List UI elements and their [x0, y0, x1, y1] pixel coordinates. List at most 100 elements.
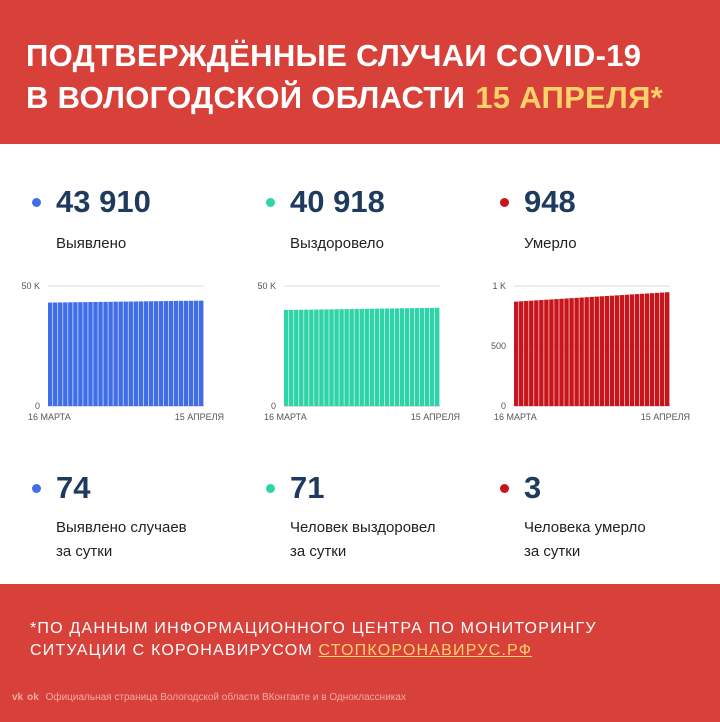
y-tick-mid: 500: [491, 341, 506, 351]
footer: *ПО ДАННЫМ ИНФОРМАЦИОННОГО ЦЕНТРА ПО МОН…: [0, 584, 720, 722]
daily-died-dot-icon: [500, 484, 509, 493]
chart-bar: [414, 308, 420, 406]
odnoklassniki-icon[interactable]: ok: [27, 692, 39, 703]
chart-bar: [409, 308, 415, 406]
y-tick-zero: 0: [35, 401, 40, 411]
y-tick-zero: 0: [271, 401, 276, 411]
source-note-line-1: *ПО ДАННЫМ ИНФОРМАЦИОННОГО ЦЕНТРА ПО МОН…: [30, 620, 597, 637]
chart-bar: [73, 302, 78, 406]
chart-bar: [188, 300, 194, 406]
source-note: *ПО ДАННЫМ ИНФОРМАЦИОННОГО ЦЕНТРА ПО МОН…: [30, 618, 597, 662]
chart-bar: [534, 300, 539, 406]
chart-bar: [654, 292, 660, 406]
daily-recovered-label: Человек выздоровел: [290, 519, 436, 536]
recovered-dot-icon: [266, 198, 275, 207]
chart-bar: [198, 300, 204, 406]
chart-bar: [178, 300, 184, 406]
chart-bar: [113, 301, 118, 406]
recovered-value: 40 918: [290, 184, 385, 219]
chart-bar: [609, 295, 615, 406]
chart-bar: [68, 302, 73, 406]
chart-bar: [284, 310, 289, 406]
chart-bar: [429, 307, 435, 406]
detected-label: Выявлено: [56, 235, 127, 252]
x-tick-start: 16 МАРТА: [264, 412, 307, 422]
stats-panel: 43 910 Выявлено 40 918 Выздоровело 948 У…: [0, 144, 720, 584]
daily-recovered-value: 71: [290, 470, 325, 505]
chart-bar: [314, 309, 319, 406]
chart-bar: [514, 301, 519, 406]
died-label: Умерло: [524, 235, 577, 252]
chart-bar: [424, 307, 430, 406]
recovered-label: Выздоровело: [290, 235, 385, 252]
chart-bar: [153, 301, 159, 406]
daily-died-value: 3: [524, 470, 542, 505]
chart-bar: [324, 309, 329, 406]
title-date: 15 АПРЕЛЯ*: [475, 80, 664, 115]
chart-bar: [639, 293, 645, 406]
chart-bar: [624, 294, 630, 406]
chart-bar: [309, 309, 314, 406]
chart-bar: [339, 309, 344, 406]
chart-bar: [354, 308, 359, 406]
chart-bar: [614, 295, 620, 406]
chart-bar: [83, 302, 88, 406]
chart-bar: [53, 302, 58, 406]
chart-bar: [374, 308, 380, 406]
chart-bar: [58, 302, 63, 406]
daily-detected-dot-icon: [32, 484, 41, 493]
source-note-line-2: СИТУАЦИИ С КОРОНАВИРУСОМ СТОПКОРОНАВИРУС…: [30, 640, 597, 662]
chart-bar: [564, 298, 569, 406]
died-value: 948: [524, 184, 576, 219]
chart-bar: [524, 300, 529, 406]
chart-bar: [404, 308, 410, 406]
chart-bar: [148, 301, 154, 406]
chart-bar: [88, 302, 93, 406]
chart-bar: [304, 309, 309, 406]
chart-bar: [369, 308, 374, 406]
chart-bar: [379, 308, 385, 406]
detected-dot-icon: [32, 198, 41, 207]
chart-bar: [138, 301, 144, 406]
chart-bar: [384, 308, 390, 406]
chart-bar: [349, 309, 354, 406]
x-tick-start: 16 МАРТА: [28, 412, 71, 422]
title-line-1: ПОДТВЕРЖДЁННЫЕ СЛУЧАИ COVID-19: [26, 38, 642, 73]
x-tick-end: 15 АПРЕЛЯ: [411, 412, 460, 422]
chart-bar: [589, 296, 594, 406]
chart-bar: [294, 309, 299, 406]
chart-bar: [634, 294, 640, 406]
daily-recovered-dot-icon: [266, 484, 275, 493]
chart-bar: [574, 297, 579, 406]
chart-bar: [344, 309, 349, 406]
chart-bar: [419, 308, 425, 406]
chart-bar: [364, 308, 369, 406]
chart-bar: [559, 298, 564, 406]
y-tick-zero: 0: [501, 401, 506, 411]
chart-bar: [519, 301, 524, 406]
chart-bar: [579, 297, 584, 406]
chart-bar: [569, 298, 574, 406]
chart-bar: [649, 293, 655, 406]
vk-icon[interactable]: vk: [12, 692, 24, 703]
chart-bar: [78, 302, 83, 406]
detected-chart: 50 K 016 МАРТА 15 АПРЕЛЯ: [21, 281, 224, 422]
chart-bar: [158, 301, 164, 406]
x-tick-start: 16 МАРТА: [494, 412, 537, 422]
chart-bar: [193, 300, 199, 406]
x-tick-end: 15 АПРЕЛЯ: [175, 412, 224, 422]
daily-detected-label: Выявлено случаев: [56, 519, 187, 536]
died-dot-icon: [500, 198, 509, 207]
chart-bar: [659, 292, 665, 406]
chart-bar: [434, 307, 440, 406]
stopcoronavirus-link[interactable]: СТОПКОРОНАВИРУС.РФ: [318, 642, 533, 659]
chart-bar: [544, 299, 549, 406]
chart-bar: [143, 301, 149, 406]
chart-bar: [334, 309, 339, 406]
daily-recovered-sub: за сутки: [290, 543, 347, 560]
chart-bar: [599, 296, 604, 406]
chart-bar: [319, 309, 324, 406]
died-chart: 1 K 500 016 МАРТА 15 АПРЕЛЯ: [491, 281, 690, 422]
chart-bar: [549, 299, 554, 406]
x-tick-end: 15 АПРЕЛЯ: [641, 412, 690, 422]
